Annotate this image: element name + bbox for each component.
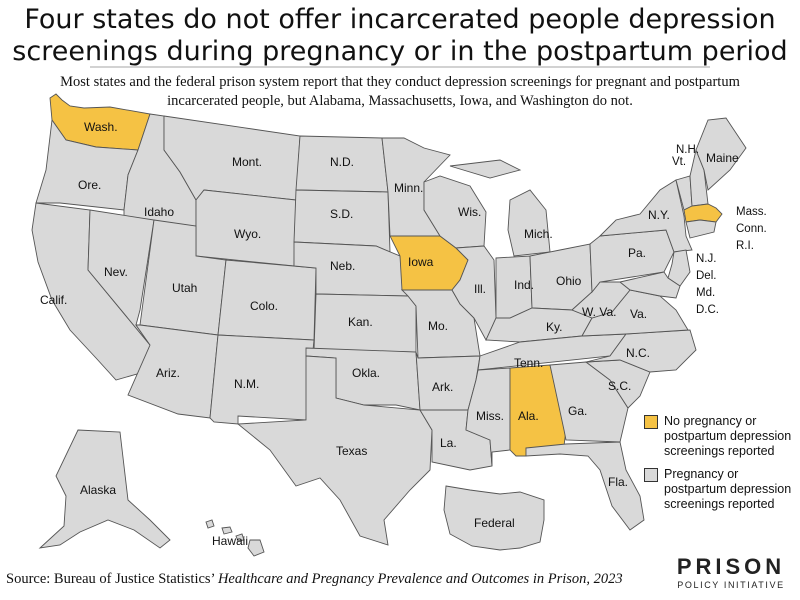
label-hawaii: Hawaii xyxy=(212,534,248,548)
label-tenn: Tenn. xyxy=(514,356,543,370)
label-ore: Ore. xyxy=(78,178,101,192)
state-delaware-maryland xyxy=(618,271,681,299)
label-mass: Mass. xyxy=(736,206,767,218)
label-dc: D.C. xyxy=(696,304,719,316)
label-ga: Ga. xyxy=(568,404,587,418)
title-line-2: screenings during pregnancy or in the po… xyxy=(12,36,788,67)
label-conn: Conn. xyxy=(736,223,767,235)
label-wash: Wash. xyxy=(84,120,118,134)
label-va: Va. xyxy=(630,307,647,321)
label-pa: Pa. xyxy=(628,246,646,260)
logo-line-1: PRISON xyxy=(676,554,786,579)
source-note: Source: Bureau of Justice Statistics’ He… xyxy=(6,571,623,588)
label-ala: Ala. xyxy=(518,409,539,423)
map-title: Four states do not offer incarcerated pe… xyxy=(0,4,800,68)
title-line-1: Four states do not offer incarcerated pe… xyxy=(24,4,776,35)
label-wva: W. Va. xyxy=(582,305,616,319)
state-maine xyxy=(695,117,747,191)
label-nm: N.M. xyxy=(234,377,259,391)
label-del: Del. xyxy=(696,270,716,282)
legend-item-no-screening: No pregnancy or postpartum depression sc… xyxy=(644,414,800,459)
label-vt: Vt. xyxy=(672,156,686,168)
legend-swatch-highlight xyxy=(644,415,658,429)
label-neb: Neb. xyxy=(330,259,355,273)
logo-line-2: POLICY INITIATIVE xyxy=(677,580,785,590)
label-md: Md. xyxy=(696,287,715,299)
map-subtitle: Most states and the federal prison syste… xyxy=(0,73,800,111)
state-new-hampshire xyxy=(689,148,709,207)
label-wis: Wis. xyxy=(458,205,481,219)
label-ky: Ky. xyxy=(546,320,562,334)
label-mont: Mont. xyxy=(232,155,262,169)
label-la: La. xyxy=(440,436,457,450)
label-nh: N.H. xyxy=(676,144,699,156)
label-alaska: Alaska xyxy=(80,483,116,497)
label-ri: R.I. xyxy=(736,240,754,252)
label-sc: S.C. xyxy=(608,379,631,393)
prison-policy-initiative-logo: PRISON POLICY INITIATIVE xyxy=(667,555,795,591)
label-colo: Colo. xyxy=(250,299,278,313)
label-okla: Okla. xyxy=(352,366,380,380)
legend-label-screening: Pregnancy or postpartum depression scree… xyxy=(664,467,792,511)
label-ark: Ark. xyxy=(432,380,453,394)
subtitle-line-1: Most states and the federal prison syste… xyxy=(60,74,740,90)
label-ny: N.Y. xyxy=(648,208,670,222)
label-ind: Ind. xyxy=(514,278,534,292)
label-miss: Miss. xyxy=(476,409,504,423)
state-alaska xyxy=(38,429,171,549)
label-nc: N.C. xyxy=(626,346,650,360)
label-texas: Texas xyxy=(336,444,367,458)
label-maine: Maine xyxy=(706,151,739,165)
source-prefix: Source: Bureau of Justice Statistics’ xyxy=(6,571,218,587)
state-connecticut-ri xyxy=(685,219,717,239)
label-nev: Nev. xyxy=(104,265,128,279)
state-texas xyxy=(236,355,433,546)
label-idaho: Idaho xyxy=(144,205,174,219)
label-kan: Kan. xyxy=(348,315,373,329)
legend: No pregnancy or postpartum depression sc… xyxy=(644,414,800,520)
label-nj: N.J. xyxy=(696,253,716,265)
label-mich: Mich. xyxy=(524,227,553,241)
label-ill: Ill. xyxy=(474,282,486,296)
label-ohio: Ohio xyxy=(556,274,582,288)
state-hawaii xyxy=(205,519,265,557)
state-new-mexico xyxy=(209,334,315,425)
label-iowa: Iowa xyxy=(408,255,434,269)
subtitle-line-2: incarcerated people, but Alabama, Massac… xyxy=(167,93,633,109)
label-sd: S.D. xyxy=(330,207,353,221)
label-calif: Calif. xyxy=(40,293,67,307)
state-kansas xyxy=(313,293,417,353)
federal-system-map xyxy=(443,485,545,551)
legend-item-screening: Pregnancy or postpartum depression scree… xyxy=(644,467,800,512)
label-fla: Fla. xyxy=(608,475,628,489)
source-title: Healthcare and Pregnancy Prevalence and … xyxy=(217,571,623,587)
label-nd: N.D. xyxy=(330,155,354,169)
label-wyo: Wyo. xyxy=(234,227,261,241)
state-florida xyxy=(525,441,645,531)
legend-label-no-screening: No pregnancy or postpartum depression sc… xyxy=(664,414,792,458)
legend-swatch-default xyxy=(644,468,658,482)
label-mo: Mo. xyxy=(428,319,448,333)
label-ariz: Ariz. xyxy=(156,366,180,380)
state-new-york xyxy=(598,179,693,253)
label-minn: Minn. xyxy=(394,181,423,195)
state-illinois xyxy=(451,245,497,342)
label-utah: Utah xyxy=(172,281,197,295)
label-federal: Federal xyxy=(474,516,515,530)
state-massachusetts xyxy=(683,203,723,223)
